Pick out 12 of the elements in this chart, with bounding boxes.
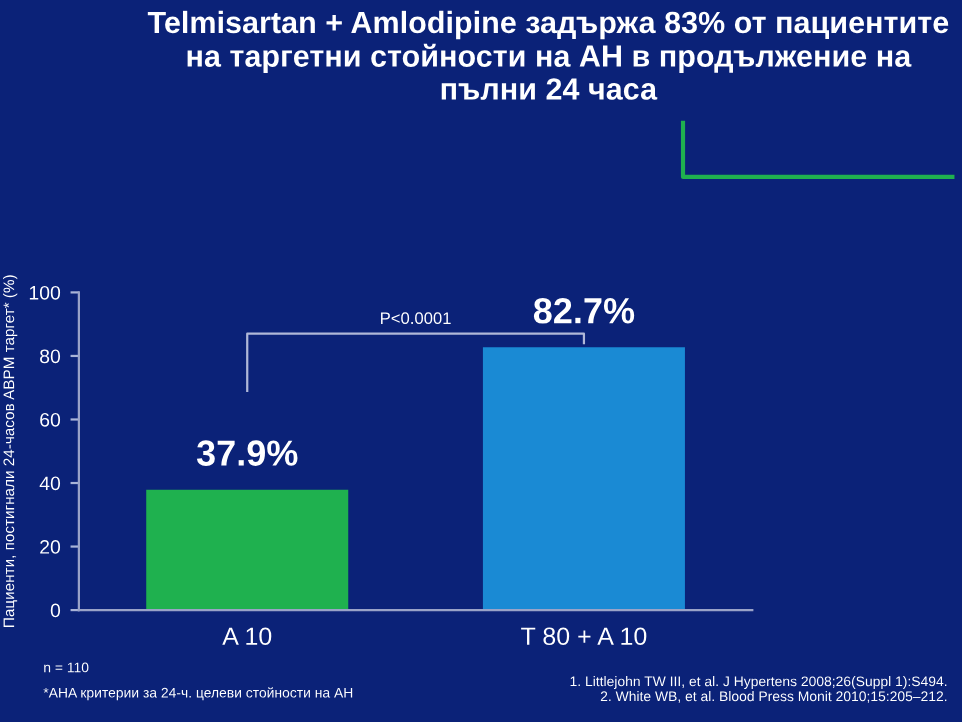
x-tick-label: T 80 + A 10 [521, 627, 647, 646]
data-label: 82.7% [533, 297, 635, 324]
y-tick-label: 60 [40, 412, 61, 427]
y-tick-label: 40 [39, 476, 61, 491]
y-tick-label: 100 [29, 285, 61, 300]
y-tick-label: 80 [40, 349, 61, 364]
x-tick-label: A 10 [222, 627, 272, 646]
y-tick-label: 20 [40, 540, 61, 554]
data-label: 37.9% [196, 440, 298, 466]
chart-title: Telmisartan + Amlodipine задържа 83% от пациентите на таргетни стойности на АН в продължение на пълни 24 часа [147, 10, 949, 100]
annotation: P<0.0001 [381, 312, 451, 325]
y-tick-label: 0 [50, 603, 61, 618]
